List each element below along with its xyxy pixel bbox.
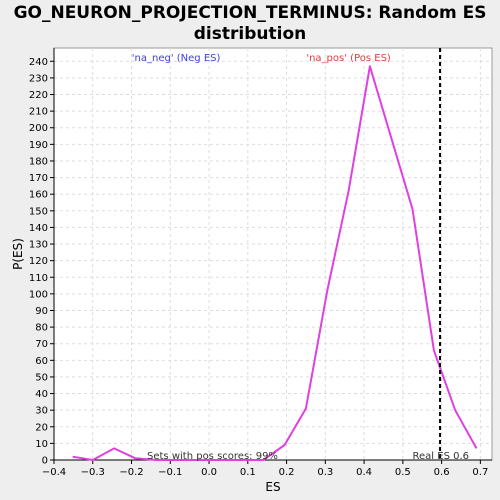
chart-title-line1: GO_NEURON_PROJECTION_TERMINUS: Random ES (13, 3, 487, 23)
x-tick-label: 0.1 (240, 467, 256, 478)
y-tick-label: 140 (29, 223, 48, 234)
y-tick-label: 230 (29, 73, 48, 84)
grid-layer (53, 48, 492, 461)
y-tick-label: 240 (29, 57, 48, 68)
y-tick-label: 40 (35, 389, 48, 400)
x-tick-label: 0.2 (279, 467, 295, 478)
series-line (72, 65, 478, 461)
y-tick-label: 20 (35, 422, 48, 433)
y-tick-label: 60 (35, 356, 48, 367)
y-tick-label: 200 (29, 123, 48, 134)
y-tick-label: 90 (35, 306, 48, 317)
y-tick-label: 190 (29, 140, 48, 151)
axes-layer: 0 10 20 30 40 50 60 70 80 90 100 110 120 130 140 150 160… (29, 48, 492, 478)
x-tick-label: 0.3 (317, 467, 333, 478)
x-tick-label: −0.3 (81, 467, 105, 478)
x-tick-label: 0.4 (356, 467, 372, 478)
x-axis-label: ES (265, 480, 280, 494)
y-tick-label: 50 (35, 372, 48, 383)
y-tick-label: 110 (29, 273, 48, 284)
x-tick-label: 0.7 (472, 467, 488, 478)
y-tick-label: 150 (29, 206, 48, 217)
y-tick-label: 120 (29, 256, 48, 267)
y-tick-label: 170 (29, 173, 48, 184)
y-tick-label: 210 (29, 107, 48, 118)
y-tick-label: 0 (42, 456, 48, 467)
pos-scores-annotation: Sets with pos scores: 99% (147, 451, 278, 462)
x-tick-label: −0.2 (119, 467, 143, 478)
legend-neg-label: 'na_neg' (Neg ES) (132, 53, 221, 64)
y-tick-label: 30 (35, 406, 48, 417)
y-tick-label: 130 (29, 240, 48, 251)
y-axis-label: P(ES) (11, 238, 25, 270)
y-tick-label: 180 (29, 156, 48, 167)
x-tick-label: −0.1 (158, 467, 182, 478)
x-tick-label: 0.0 (201, 467, 217, 478)
x-tick-label: −0.4 (42, 467, 66, 478)
y-tick-label: 10 (35, 439, 48, 450)
y-tick-label: 160 (29, 190, 48, 201)
series-layer (72, 65, 478, 461)
y-tick-label: 80 (35, 323, 48, 334)
plot-area (53, 47, 493, 461)
y-tick-label: 100 (29, 289, 48, 300)
chart-title-line2: distribution (193, 24, 307, 44)
y-tick-label: 70 (35, 339, 48, 350)
real-es-label: Real ES 0.6 (413, 451, 469, 462)
x-tick-label: 0.5 (395, 467, 411, 478)
x-tick-label: 0.6 (434, 467, 450, 478)
y-tick-label: 220 (29, 90, 48, 101)
legend-pos-label: 'na_pos' (Pos ES) (306, 53, 391, 64)
